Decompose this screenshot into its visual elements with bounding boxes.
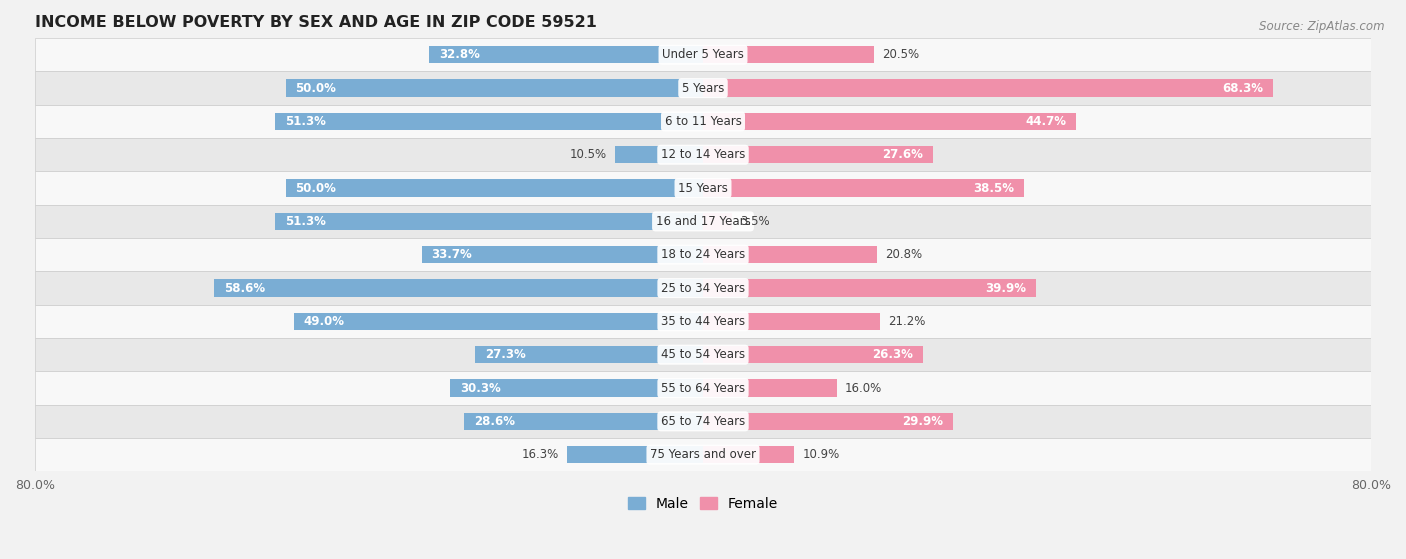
Text: 50.0%: 50.0% — [295, 82, 336, 94]
Text: 26.3%: 26.3% — [872, 348, 912, 361]
Bar — [703, 46, 875, 63]
Bar — [703, 312, 880, 330]
Bar — [703, 380, 837, 397]
FancyBboxPatch shape — [35, 271, 1371, 305]
FancyBboxPatch shape — [35, 105, 1371, 138]
Text: 5 Years: 5 Years — [682, 82, 724, 94]
Text: 45 to 54 Years: 45 to 54 Years — [661, 348, 745, 361]
FancyBboxPatch shape — [35, 305, 1371, 338]
Bar — [703, 146, 934, 163]
Text: 35 to 44 Years: 35 to 44 Years — [661, 315, 745, 328]
Bar — [703, 413, 953, 430]
Bar — [475, 346, 703, 363]
Text: 38.5%: 38.5% — [973, 182, 1015, 195]
Text: 10.5%: 10.5% — [569, 148, 607, 161]
Text: 58.6%: 58.6% — [224, 282, 264, 295]
Text: 32.8%: 32.8% — [439, 48, 479, 61]
Text: 27.3%: 27.3% — [485, 348, 526, 361]
FancyBboxPatch shape — [35, 205, 1371, 238]
Bar — [464, 413, 703, 430]
Text: 16 and 17 Years: 16 and 17 Years — [655, 215, 751, 228]
Text: 20.5%: 20.5% — [883, 48, 920, 61]
FancyBboxPatch shape — [35, 405, 1371, 438]
Text: 16.3%: 16.3% — [522, 448, 558, 461]
Text: 10.9%: 10.9% — [803, 448, 839, 461]
FancyBboxPatch shape — [35, 38, 1371, 72]
Text: 28.6%: 28.6% — [474, 415, 515, 428]
Bar — [294, 312, 703, 330]
Bar — [616, 146, 703, 163]
Text: 39.9%: 39.9% — [986, 282, 1026, 295]
Bar — [274, 213, 703, 230]
Bar — [703, 179, 1025, 197]
Text: 50.0%: 50.0% — [295, 182, 336, 195]
Bar — [567, 446, 703, 463]
Text: 51.3%: 51.3% — [284, 115, 326, 128]
Bar — [703, 280, 1036, 297]
Bar — [703, 213, 733, 230]
FancyBboxPatch shape — [35, 371, 1371, 405]
Text: 49.0%: 49.0% — [304, 315, 344, 328]
Text: 68.3%: 68.3% — [1222, 82, 1263, 94]
Bar — [214, 280, 703, 297]
Text: 18 to 24 Years: 18 to 24 Years — [661, 248, 745, 261]
Text: INCOME BELOW POVERTY BY SEX AND AGE IN ZIP CODE 59521: INCOME BELOW POVERTY BY SEX AND AGE IN Z… — [35, 15, 598, 30]
FancyBboxPatch shape — [35, 172, 1371, 205]
Text: 30.3%: 30.3% — [460, 382, 501, 395]
Bar — [429, 46, 703, 63]
Text: 16.0%: 16.0% — [845, 382, 882, 395]
Text: 15 Years: 15 Years — [678, 182, 728, 195]
Legend: Male, Female: Male, Female — [623, 491, 783, 517]
Bar — [450, 380, 703, 397]
Text: 65 to 74 Years: 65 to 74 Years — [661, 415, 745, 428]
Bar — [703, 346, 922, 363]
Bar — [703, 446, 794, 463]
FancyBboxPatch shape — [35, 238, 1371, 271]
Bar — [703, 246, 877, 263]
Text: 75 Years and over: 75 Years and over — [650, 448, 756, 461]
Text: 25 to 34 Years: 25 to 34 Years — [661, 282, 745, 295]
Bar — [274, 113, 703, 130]
Text: 33.7%: 33.7% — [432, 248, 472, 261]
Bar — [285, 79, 703, 97]
Text: 29.9%: 29.9% — [901, 415, 942, 428]
FancyBboxPatch shape — [35, 438, 1371, 471]
Text: 27.6%: 27.6% — [883, 148, 924, 161]
Text: 20.8%: 20.8% — [884, 248, 922, 261]
Text: Under 5 Years: Under 5 Years — [662, 48, 744, 61]
Bar — [422, 246, 703, 263]
Text: 6 to 11 Years: 6 to 11 Years — [665, 115, 741, 128]
Bar — [285, 179, 703, 197]
Text: 3.5%: 3.5% — [741, 215, 770, 228]
FancyBboxPatch shape — [35, 138, 1371, 172]
Bar — [703, 79, 1274, 97]
Text: Source: ZipAtlas.com: Source: ZipAtlas.com — [1260, 20, 1385, 32]
Text: 21.2%: 21.2% — [889, 315, 925, 328]
Bar — [703, 113, 1076, 130]
Text: 44.7%: 44.7% — [1025, 115, 1066, 128]
Text: 51.3%: 51.3% — [284, 215, 326, 228]
Text: 12 to 14 Years: 12 to 14 Years — [661, 148, 745, 161]
FancyBboxPatch shape — [35, 72, 1371, 105]
FancyBboxPatch shape — [35, 338, 1371, 371]
Text: 55 to 64 Years: 55 to 64 Years — [661, 382, 745, 395]
